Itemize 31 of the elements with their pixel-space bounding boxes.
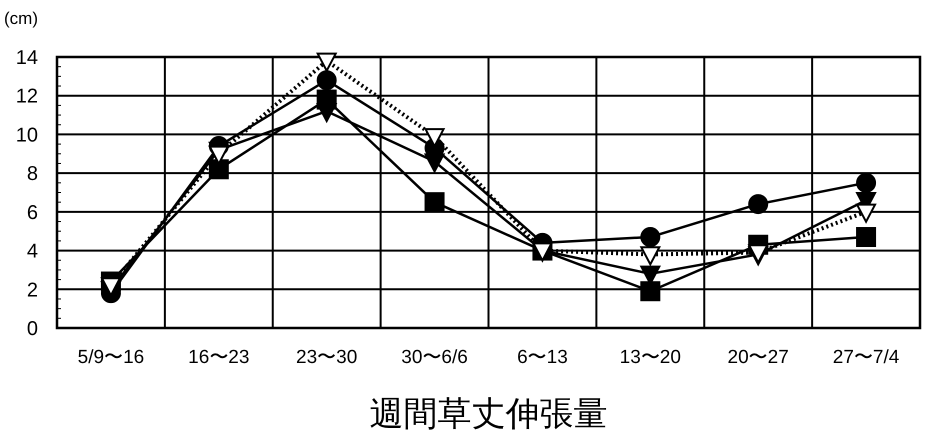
y-tick-label: 14 [16, 47, 38, 69]
x-tick-label: 16〜23 [188, 347, 250, 368]
y-axis-title: (cm) [4, 9, 38, 28]
x-tick-label: 23〜30 [296, 347, 358, 368]
x-tick-label: 13〜20 [620, 347, 681, 368]
point [316, 70, 337, 90]
y-tick-label: 4 [26, 240, 38, 263]
point [856, 204, 876, 223]
x-tick-label: 27〜7/4 [832, 347, 900, 368]
point [640, 281, 660, 302]
point [640, 246, 660, 266]
point [424, 192, 445, 212]
point [316, 52, 337, 72]
y-tick-label: 0 [26, 318, 38, 340]
point [424, 153, 445, 172]
y-tick-label: 12 [16, 86, 38, 108]
x-tick-label: 5/9〜16 [78, 347, 144, 368]
y-tick-label: 2 [26, 279, 38, 302]
y-tick-label: 10 [16, 124, 38, 146]
y-tick-label: 8 [26, 163, 38, 186]
y-tick-label: 6 [26, 202, 38, 224]
text: 週間草丈伸張量 [370, 395, 608, 433]
point [208, 159, 229, 180]
x-tick-label: 20〜27 [728, 347, 789, 368]
point [856, 172, 876, 193]
point [748, 194, 768, 214]
point [316, 103, 337, 122]
x-tick-label: 30〜6/6 [401, 347, 468, 368]
x-tick-label: 6〜13 [517, 347, 568, 368]
point [856, 227, 876, 248]
point [640, 227, 660, 248]
